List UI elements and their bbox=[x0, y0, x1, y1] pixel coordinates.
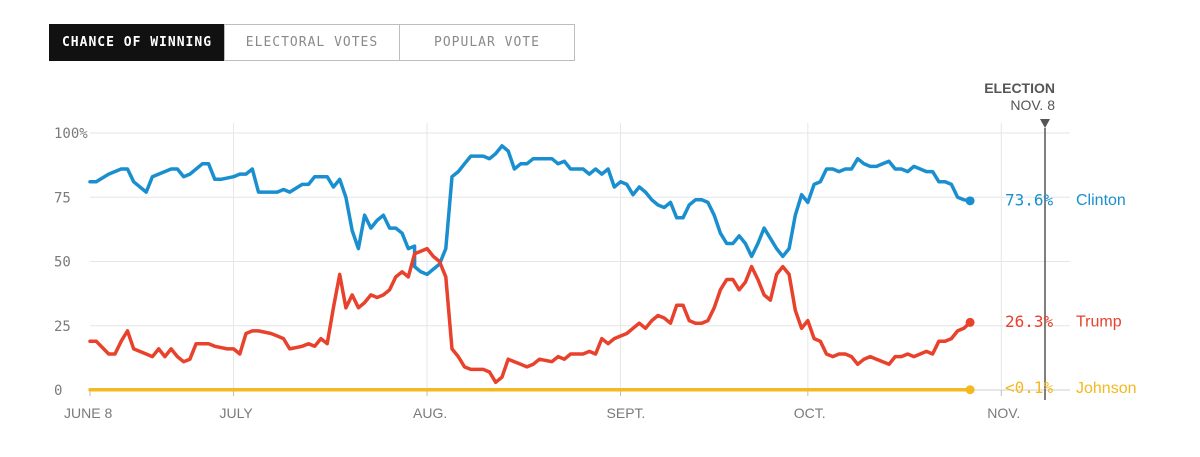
x-tick-label: JULY bbox=[220, 405, 254, 421]
x-tick-label: SEPT. bbox=[607, 405, 646, 421]
x-tick-label: OCT. bbox=[794, 405, 826, 421]
johnson-end-value: <0.1% bbox=[1005, 378, 1054, 397]
clinton-end-name: Clinton bbox=[1076, 192, 1126, 209]
johnson-end-name: Johnson bbox=[1076, 380, 1137, 397]
y-tick-label: 50 bbox=[54, 255, 71, 271]
trump-end-point bbox=[965, 317, 975, 327]
tab-chance-of-winning[interactable]: CHANCE OF WINNING bbox=[49, 24, 225, 61]
clinton-line bbox=[88, 144, 972, 277]
y-tick-label: 75 bbox=[54, 190, 71, 206]
end-labels: 73.6% Clinton 26.3% Trump <0.1% Johnson bbox=[1005, 190, 1137, 397]
clinton-end-value: 73.6% bbox=[1005, 190, 1054, 209]
trump-end-name: Trump bbox=[1076, 314, 1122, 331]
election-marker: ELECTION NOV. 8 bbox=[984, 80, 1055, 400]
x-axis: JUNE 8 JULY AUG. SEPT. OCT. NOV. bbox=[64, 390, 1020, 421]
y-axis: 100% 75 50 25 0 bbox=[54, 126, 88, 399]
johnson-end-point bbox=[965, 385, 975, 395]
y-tick-label: 0 bbox=[54, 383, 62, 399]
clinton-end-point bbox=[965, 196, 975, 206]
series-lines bbox=[88, 144, 975, 395]
view-tabs: CHANCE OF WINNING ELECTORAL VOTES POPULA… bbox=[49, 24, 575, 61]
election-label: ELECTION bbox=[984, 80, 1055, 96]
x-tick-label: NOV. bbox=[987, 405, 1020, 421]
election-date: NOV. 8 bbox=[1010, 97, 1055, 113]
trump-line bbox=[88, 246, 972, 385]
y-tick-label: 25 bbox=[54, 319, 71, 335]
x-tick-label: AUG. bbox=[413, 405, 447, 421]
y-tick-label: 100% bbox=[54, 126, 88, 142]
x-tick-label: JUNE 8 bbox=[64, 405, 112, 421]
tab-popular-vote[interactable]: POPULAR VOTE bbox=[399, 24, 575, 61]
election-marker-arrow bbox=[1040, 119, 1050, 128]
tab-electoral-votes[interactable]: ELECTORAL VOTES bbox=[224, 24, 400, 61]
trump-end-value: 26.3% bbox=[1005, 312, 1054, 331]
